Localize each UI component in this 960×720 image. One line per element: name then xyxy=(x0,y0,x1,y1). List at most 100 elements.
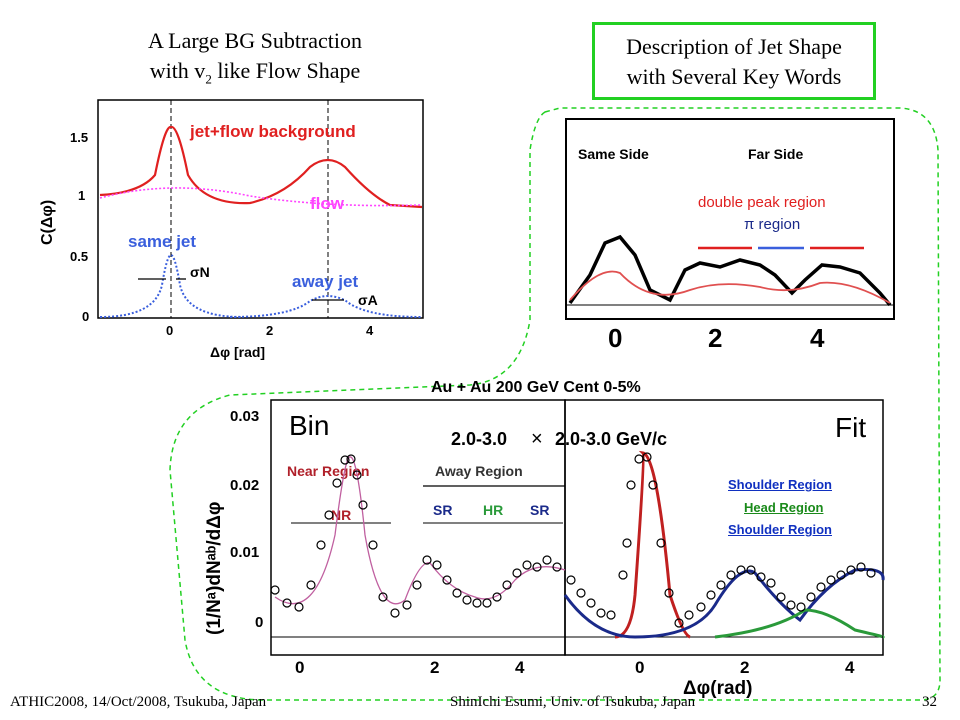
data-point xyxy=(532,562,542,572)
plot3-ytick-1: 0.03 xyxy=(230,408,259,425)
data-point xyxy=(656,538,666,548)
plot3-right-frame xyxy=(564,399,884,656)
data-point xyxy=(642,452,652,462)
data-point xyxy=(324,510,334,520)
plot3-fit-near xyxy=(614,450,691,639)
plot1-ytick-2: 1 xyxy=(78,188,85,203)
data-point xyxy=(756,572,766,582)
plot3-sr-1: SR xyxy=(433,502,452,518)
right-title-line2: with Several Key Words xyxy=(626,64,842,89)
plot3: Au + Au 200 GeV Cent 0-5% (1/Nᵃ)dNᵃᵇ/dΔφ… xyxy=(204,379,885,699)
data-point xyxy=(462,595,472,605)
data-point xyxy=(340,455,350,465)
data-point xyxy=(522,560,532,570)
plot3-ytick-2: 0.02 xyxy=(230,477,259,494)
plot1-sigma-n: σN xyxy=(190,264,210,280)
data-point xyxy=(856,562,866,572)
plot1-label-jetflow: jet+flow background xyxy=(189,122,356,141)
plot2: Same Side Far Side double peak region π … xyxy=(565,118,895,353)
data-point xyxy=(316,540,326,550)
data-point xyxy=(542,555,552,565)
plot3-xtick-right-3: 4 xyxy=(845,658,855,677)
data-point xyxy=(816,582,826,592)
plot3-nr: NR xyxy=(331,507,351,523)
plot3-ytick-3: 0.01 xyxy=(230,544,259,561)
plot2-same-side: Same Side xyxy=(578,146,649,162)
plot3-ylabel: (1/Nᵃ)dNᵃᵇ/dΔφ xyxy=(204,502,225,635)
plot3-xtick-right-1: 0 xyxy=(635,658,644,677)
plot3-sr-2: SR xyxy=(530,502,549,518)
plot2-fit-curve xyxy=(569,270,891,304)
plot2-data-curve xyxy=(568,234,892,307)
plot1-ylabel: C(Δφ) xyxy=(39,200,56,245)
plot3-times: × xyxy=(531,428,543,450)
plot3-data-points xyxy=(270,452,876,628)
data-point xyxy=(422,555,432,565)
data-point xyxy=(368,540,378,550)
right-title-box: Description of Jet Shape with Several Ke… xyxy=(592,22,876,100)
footer-center: ShinIchi Esumi, Univ. of Tsukuba, Japan xyxy=(450,694,696,710)
right-title-line1: Description of Jet Shape xyxy=(626,34,842,59)
plot3-xtick-left-1: 0 xyxy=(295,658,304,677)
plot3-xtick-left-2: 2 xyxy=(430,658,439,677)
data-point xyxy=(402,600,412,610)
plot1-ytick-3: 0.5 xyxy=(70,249,88,264)
data-point xyxy=(634,454,644,464)
plot1-samejet-curve xyxy=(99,253,243,318)
plot1-xlabel: Δφ [rad] xyxy=(210,344,265,360)
data-point xyxy=(776,592,786,602)
left-title-line2: with v2 like Flow Shape xyxy=(149,58,361,87)
plot1-label-awayjet: away jet xyxy=(292,272,358,291)
data-point xyxy=(452,588,462,598)
plot3-near-region: Near Region xyxy=(287,463,369,479)
plot1-xtick-2: 2 xyxy=(266,323,273,338)
data-point xyxy=(412,580,422,590)
data-point xyxy=(606,610,616,620)
data-point xyxy=(696,602,706,612)
plot1-ytick-1: 1.5 xyxy=(70,130,88,145)
data-point xyxy=(618,570,628,580)
data-point xyxy=(472,598,482,608)
plot1-awayjet-curve xyxy=(229,295,423,318)
footer-left: ATHIC2008, 14/Oct/2008, Tsukuba, Japan xyxy=(10,694,267,710)
data-point xyxy=(442,575,452,585)
plot1-sigma-a: σA xyxy=(358,292,378,308)
data-point xyxy=(766,578,776,588)
plot3-ytick-4: 0 xyxy=(255,614,263,631)
data-point xyxy=(736,565,746,575)
data-point xyxy=(796,602,806,612)
data-point xyxy=(846,565,856,575)
shoulder-region-link-2[interactable]: Shoulder Region xyxy=(728,522,832,537)
data-point xyxy=(648,480,658,490)
data-point xyxy=(482,598,492,608)
data-point xyxy=(836,570,846,580)
plot1: 1.5 1 0.5 0 C(Δφ) 0 2 4 Δφ [rad] jet+flo… xyxy=(39,99,424,360)
plot2-xtick-1: 0 xyxy=(608,323,622,353)
data-point xyxy=(282,598,292,608)
head-region-link[interactable]: Head Region xyxy=(744,500,824,515)
footer-page-number: 32 xyxy=(922,694,937,710)
data-point xyxy=(596,608,606,618)
plot1-frame xyxy=(97,99,424,319)
shoulder-region-link-1[interactable]: Shoulder Region xyxy=(728,477,832,492)
data-point xyxy=(664,588,674,598)
data-point xyxy=(806,592,816,602)
data-point xyxy=(586,598,596,608)
plot2-pi-region: π region xyxy=(744,216,800,233)
plot1-jetflow-curve xyxy=(99,125,423,209)
plot3-away-region: Away Region xyxy=(435,463,523,479)
data-point xyxy=(270,585,280,595)
plot3-xlabel: Δφ(rad) xyxy=(683,678,752,699)
plot1-xtick-3: 4 xyxy=(366,323,374,338)
data-point xyxy=(674,618,684,628)
data-point xyxy=(346,454,356,464)
data-point xyxy=(726,570,736,580)
left-title-line1: A Large BG Subtraction xyxy=(147,28,363,53)
data-point xyxy=(866,568,876,578)
plot1-xtick-1: 0 xyxy=(166,323,173,338)
data-point xyxy=(566,575,576,585)
data-point xyxy=(626,480,636,490)
plot2-xtick-2: 2 xyxy=(708,323,722,353)
plot3-hr: HR xyxy=(483,502,503,518)
